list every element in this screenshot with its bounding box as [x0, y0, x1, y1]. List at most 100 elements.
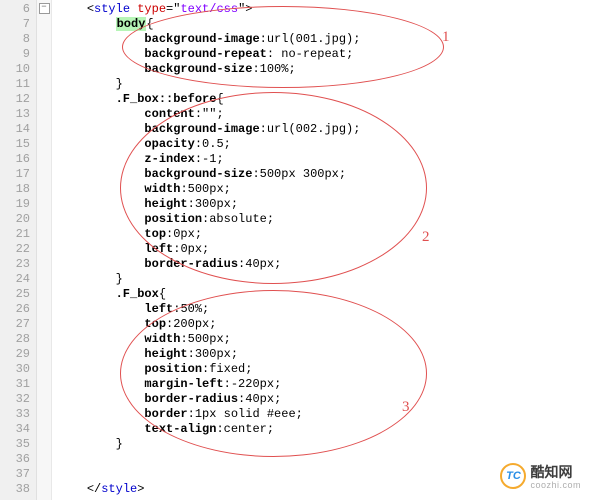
code-line[interactable]: border:1px solid #eee;	[58, 407, 589, 422]
fold-cell	[37, 195, 51, 210]
line-number: 36	[4, 452, 30, 467]
code-editor: 6789101112131415161718192021222324252627…	[0, 0, 589, 500]
code-line[interactable]: background-repeat: no-repeat;	[58, 47, 589, 62]
code-line[interactable]: body{	[58, 17, 589, 32]
fold-cell	[37, 30, 51, 45]
line-number: 8	[4, 32, 30, 47]
code-line[interactable]	[58, 467, 589, 482]
line-number: 21	[4, 227, 30, 242]
code-line[interactable]: width:500px;	[58, 182, 589, 197]
fold-cell: −	[37, 0, 51, 15]
code-line[interactable]: }	[58, 77, 589, 92]
fold-cell	[37, 405, 51, 420]
fold-cell	[37, 435, 51, 450]
fold-cell	[37, 60, 51, 75]
line-number: 22	[4, 242, 30, 257]
line-number: 23	[4, 257, 30, 272]
fold-cell	[37, 210, 51, 225]
fold-cell	[37, 345, 51, 360]
line-number: 20	[4, 212, 30, 227]
line-number: 17	[4, 167, 30, 182]
fold-cell	[37, 165, 51, 180]
code-line[interactable]: .F_box::before{	[58, 92, 589, 107]
code-line[interactable]: background-size:500px 300px;	[58, 167, 589, 182]
fold-cell	[37, 105, 51, 120]
code-line[interactable]: top:0px;	[58, 227, 589, 242]
line-number: 18	[4, 182, 30, 197]
code-line[interactable]: left:50%;	[58, 302, 589, 317]
code-line[interactable]: position:fixed;	[58, 362, 589, 377]
code-line[interactable]: border-radius:40px;	[58, 257, 589, 272]
fold-toggle-icon[interactable]: −	[39, 3, 50, 14]
line-number: 15	[4, 137, 30, 152]
fold-cell	[37, 315, 51, 330]
fold-cell	[37, 270, 51, 285]
fold-cell	[37, 180, 51, 195]
code-line[interactable]: position:absolute;	[58, 212, 589, 227]
code-line[interactable]: left:0px;	[58, 242, 589, 257]
line-number: 27	[4, 317, 30, 332]
code-line[interactable]	[58, 452, 589, 467]
fold-cell	[37, 360, 51, 375]
line-number: 7	[4, 17, 30, 32]
code-line[interactable]: }	[58, 437, 589, 452]
code-line[interactable]: width:500px;	[58, 332, 589, 347]
fold-cell	[37, 465, 51, 480]
code-line[interactable]: top:200px;	[58, 317, 589, 332]
fold-cell	[37, 90, 51, 105]
fold-cell	[37, 375, 51, 390]
line-number: 19	[4, 197, 30, 212]
line-number: 28	[4, 332, 30, 347]
fold-cell	[37, 420, 51, 435]
line-number: 12	[4, 92, 30, 107]
code-line[interactable]: content:"";	[58, 107, 589, 122]
fold-cell	[37, 330, 51, 345]
fold-cell	[37, 390, 51, 405]
fold-column: −	[37, 0, 52, 500]
line-number-gutter: 6789101112131415161718192021222324252627…	[0, 0, 37, 500]
fold-cell	[37, 120, 51, 135]
fold-cell	[37, 255, 51, 270]
line-number: 9	[4, 47, 30, 62]
code-area[interactable]: <style type="text/css"> body{ background…	[52, 0, 589, 500]
code-line[interactable]: border-radius:40px;	[58, 392, 589, 407]
line-number: 38	[4, 482, 30, 497]
line-number: 35	[4, 437, 30, 452]
code-line[interactable]: margin-left:-220px;	[58, 377, 589, 392]
code-line[interactable]: opacity:0.5;	[58, 137, 589, 152]
line-number: 26	[4, 302, 30, 317]
code-line[interactable]: z-index:-1;	[58, 152, 589, 167]
fold-cell	[37, 135, 51, 150]
line-number: 10	[4, 62, 30, 77]
line-number: 24	[4, 272, 30, 287]
fold-cell	[37, 240, 51, 255]
line-number: 16	[4, 152, 30, 167]
code-line[interactable]: }	[58, 272, 589, 287]
code-line[interactable]: background-size:100%;	[58, 62, 589, 77]
fold-cell	[37, 300, 51, 315]
line-number: 34	[4, 422, 30, 437]
line-number: 31	[4, 377, 30, 392]
code-line[interactable]: height:300px;	[58, 197, 589, 212]
code-line[interactable]: </style>	[58, 482, 589, 497]
fold-cell	[37, 45, 51, 60]
code-line[interactable]: text-align:center;	[58, 422, 589, 437]
line-number: 11	[4, 77, 30, 92]
code-line[interactable]: height:300px;	[58, 347, 589, 362]
line-number: 32	[4, 392, 30, 407]
line-number: 6	[4, 2, 30, 17]
line-number: 30	[4, 362, 30, 377]
fold-cell	[37, 75, 51, 90]
code-line[interactable]: background-image:url(001.jpg);	[58, 32, 589, 47]
code-line[interactable]: <style type="text/css">	[58, 2, 589, 17]
line-number: 37	[4, 467, 30, 482]
fold-cell	[37, 15, 51, 30]
line-number: 25	[4, 287, 30, 302]
line-number: 33	[4, 407, 30, 422]
fold-cell	[37, 285, 51, 300]
line-number: 29	[4, 347, 30, 362]
code-line[interactable]: background-image:url(002.jpg);	[58, 122, 589, 137]
fold-cell	[37, 225, 51, 240]
line-number: 13	[4, 107, 30, 122]
code-line[interactable]: .F_box{	[58, 287, 589, 302]
